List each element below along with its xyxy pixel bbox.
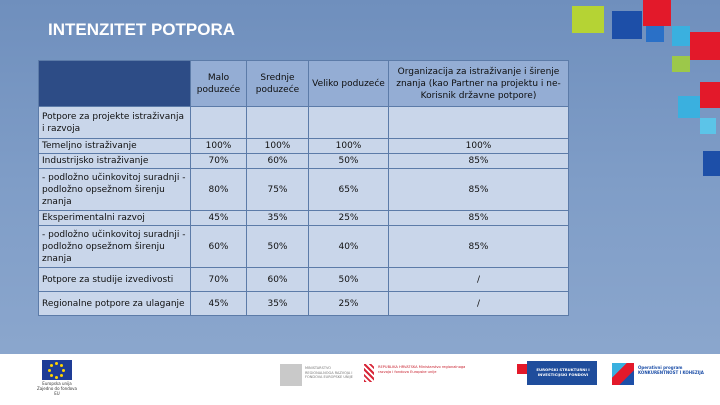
- cell-medium: 35%: [246, 210, 309, 226]
- cell-large: 50%: [308, 153, 389, 169]
- cell-medium: 35%: [246, 291, 309, 316]
- aid-intensity-table: Malo poduzeće Srednje poduzeće Veliko po…: [38, 60, 569, 316]
- cell-research: 85%: [388, 210, 569, 226]
- cell-research: 100%: [388, 138, 569, 154]
- decor-square: [678, 96, 700, 118]
- cell-large: 50%: [308, 267, 389, 292]
- cell-research: 85%: [388, 225, 569, 268]
- ministry-logo-text: MINISTARSTVO REGIONALNOGA RAZVOJA I FOND…: [305, 366, 353, 379]
- table-row: Industrijsko istraživanje 70% 60% 50% 85…: [38, 153, 569, 169]
- table-row: Regionalne potpore za ulaganje 45% 35% 2…: [38, 291, 569, 316]
- header-small-enterprise: Malo poduzeće: [190, 60, 247, 107]
- ministry-logo-icon: [280, 364, 302, 386]
- cell-small: 80%: [190, 168, 247, 211]
- funds-logo-badge: [527, 361, 597, 385]
- header-medium-enterprise: Srednje poduzeće: [246, 60, 309, 107]
- cell-small: 70%: [190, 267, 247, 292]
- cell-research: /: [388, 267, 569, 292]
- cell-research: /: [388, 291, 569, 316]
- cell-medium: 60%: [246, 267, 309, 292]
- table-row: - podložno učinkovitoj suradnji - podlož…: [38, 225, 569, 268]
- cell-medium: 50%: [246, 225, 309, 268]
- cell-small: 70%: [190, 153, 247, 169]
- table-header-row: Malo poduzeće Srednje poduzeće Veliko po…: [38, 60, 569, 107]
- funds-logo-icon: [517, 364, 527, 374]
- cell-large: 100%: [308, 138, 389, 154]
- row-label: Temeljno istraživanje: [38, 138, 191, 154]
- decor-square: [672, 56, 690, 72]
- decor-square: [612, 11, 642, 39]
- slide-title: INTENZITET POTPORA: [48, 20, 235, 39]
- op-logo-text: Operativni program KONKURENTNOST I KOHEZ…: [638, 365, 704, 375]
- decor-square: [643, 0, 671, 26]
- cell-research: 85%: [388, 153, 569, 169]
- cell-large: 65%: [308, 168, 389, 211]
- footer-logo-bar: [0, 354, 720, 405]
- op-logo-icon: [612, 363, 634, 385]
- decor-square: [572, 6, 604, 33]
- table-row: Temeljno istraživanje 100% 100% 100% 100…: [38, 138, 569, 154]
- row-label: Potpore za projekte istraživanja i razvo…: [38, 106, 191, 139]
- cell-small: 60%: [190, 225, 247, 268]
- cell-medium: 75%: [246, 168, 309, 211]
- row-label: Eksperimentalni razvoj: [38, 210, 191, 226]
- decor-square: [703, 151, 720, 176]
- cell-large: [308, 106, 389, 139]
- decor-square: [646, 26, 664, 42]
- eu-flag-icon: [42, 360, 72, 380]
- cell-small: 45%: [190, 291, 247, 316]
- croatia-coat-of-arms-icon: [364, 364, 374, 382]
- cell-research: 85%: [388, 168, 569, 211]
- row-label: - podložno učinkovitoj suradnji - podlož…: [38, 225, 191, 268]
- cell-large: 25%: [308, 210, 389, 226]
- decor-square: [700, 118, 716, 134]
- cell-medium: 60%: [246, 153, 309, 169]
- header-large-enterprise: Veliko poduzeće: [308, 60, 389, 107]
- decor-square: [700, 82, 720, 108]
- cell-medium: 100%: [246, 138, 309, 154]
- cell-large: 25%: [308, 291, 389, 316]
- cell-research: [388, 106, 569, 139]
- table-row: Potpore za projekte istraživanja i razvo…: [38, 106, 569, 139]
- cell-small: [190, 106, 247, 139]
- decor-square: [672, 26, 690, 46]
- row-label: Regionalne potpore za ulaganje: [38, 291, 191, 316]
- cell-small: 100%: [190, 138, 247, 154]
- republic-logo-text: REPUBLIKA HRVATSKA Ministarstvo regional…: [378, 365, 466, 374]
- table-row: - podložno učinkovitoj suradnji - podlož…: [38, 168, 569, 211]
- row-label: - podložno učinkovitoj suradnji - podlož…: [38, 168, 191, 211]
- funds-logo-text: EUROPSKI STRUKTURNI I INVESTICIJSKI FOND…: [536, 367, 590, 377]
- cell-small: 45%: [190, 210, 247, 226]
- eu-caption: Europska unija Zajedno do fondova EU: [36, 381, 77, 396]
- decor-square: [690, 32, 720, 60]
- cell-medium: [246, 106, 309, 139]
- row-label: Industrijsko istraživanje: [38, 153, 191, 169]
- row-label: Potpore za studije izvedivosti: [38, 267, 191, 292]
- table-row: Potpore za studije izvedivosti 70% 60% 5…: [38, 267, 569, 292]
- cell-large: 40%: [308, 225, 389, 268]
- header-corner-cell: [38, 60, 191, 107]
- table-row: Eksperimentalni razvoj 45% 35% 25% 85%: [38, 210, 569, 226]
- header-research-organisation: Organizacija za istraživanje i širenje z…: [388, 60, 569, 107]
